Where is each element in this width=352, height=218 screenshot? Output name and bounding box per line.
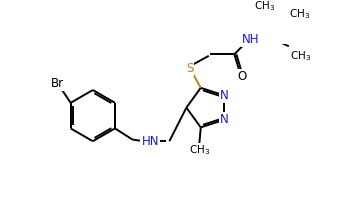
Text: CH$_3$: CH$_3$ xyxy=(254,0,275,13)
Text: CH$_3$: CH$_3$ xyxy=(289,7,310,21)
Text: CH$_3$: CH$_3$ xyxy=(189,144,210,157)
Text: HN: HN xyxy=(142,135,159,148)
Text: S: S xyxy=(186,62,193,75)
Text: Br: Br xyxy=(51,77,64,90)
Text: N: N xyxy=(220,113,228,126)
Text: N: N xyxy=(220,89,228,102)
Text: CH$_3$: CH$_3$ xyxy=(290,49,312,63)
Text: O: O xyxy=(238,70,247,83)
Text: NH: NH xyxy=(241,33,259,46)
